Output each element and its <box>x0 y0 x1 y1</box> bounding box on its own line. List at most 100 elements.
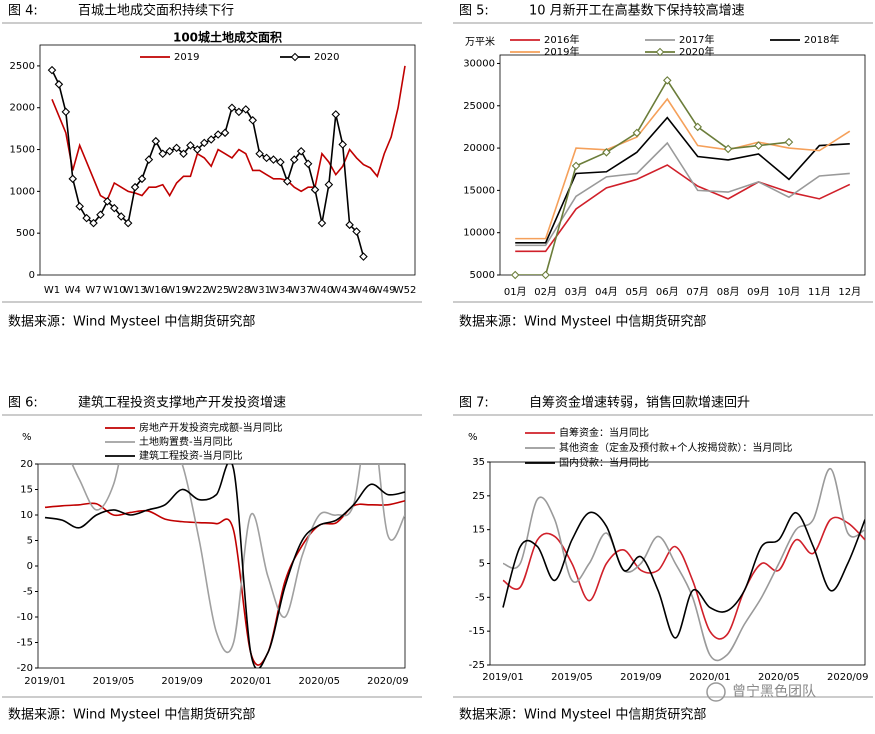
point-marker <box>262 153 271 163</box>
point-marker <box>186 141 195 150</box>
caption: 10 月新开工在高基数下保持较高增速 <box>529 3 745 19</box>
y-tick-label: 10 <box>20 510 33 521</box>
y-tick-label: -25 <box>469 660 485 671</box>
caption: 百城土地成交面积持续下行 <box>78 3 234 19</box>
x-tick-label: W22 <box>186 285 209 296</box>
y-tick-label: 5 <box>27 536 33 547</box>
y-tick-label: 20000 <box>463 143 495 154</box>
point-marker <box>193 145 202 154</box>
y-tick-label: 25 <box>472 491 485 502</box>
x-tick-label: W49 <box>373 285 396 296</box>
x-tick-label: 2019/05 <box>551 672 593 683</box>
y-tick-label: -15 <box>17 638 33 649</box>
series-line <box>502 516 865 640</box>
point-marker <box>255 149 264 159</box>
series-line <box>515 97 851 240</box>
source: 数据来源：Wind Mysteel 中信期货研究部 <box>459 314 706 330</box>
x-tick-label: 2019/01 <box>24 676 66 687</box>
unit-label: % <box>22 432 32 443</box>
x-tick-label: 2019/09 <box>161 676 203 687</box>
x-tick-label: 2020/05 <box>299 676 341 687</box>
point-marker <box>510 270 520 280</box>
x-tick-label: 10月 <box>778 286 801 298</box>
x-tick-label: 02月 <box>534 286 557 298</box>
point-marker <box>324 180 334 189</box>
point-marker <box>248 115 258 125</box>
y-tick-label: -10 <box>17 612 33 623</box>
legend-label: 房地产开发投资完成额-当月同比 <box>139 421 283 434</box>
point-marker <box>227 103 237 113</box>
x-tick-label: W31 <box>248 285 271 296</box>
x-tick-label: 2020/09 <box>827 672 869 683</box>
x-tick-label: W34 <box>269 285 292 296</box>
figure-label: 图 4: <box>8 4 38 19</box>
series-line <box>515 141 850 247</box>
x-tick-label: W19 <box>165 285 188 296</box>
plot-frame <box>37 463 406 669</box>
point-marker <box>89 218 98 228</box>
y-tick-label: 30000 <box>463 58 495 69</box>
point-marker <box>289 155 299 164</box>
point-marker <box>310 185 320 194</box>
point-marker <box>199 138 209 148</box>
source: 数据来源：Wind Mysteel 中信期货研究部 <box>459 707 706 723</box>
point-marker <box>541 270 550 280</box>
y-tick-label: -20 <box>17 663 33 674</box>
point-marker <box>61 107 71 117</box>
point-marker <box>338 140 347 149</box>
series-line <box>51 65 406 201</box>
x-tick-label: W16 <box>145 285 168 296</box>
chart-title: 100城土地成交面积 <box>173 30 282 45</box>
point-marker <box>179 149 188 159</box>
watermark-text: 曾宁黑色团队 <box>732 683 816 700</box>
y-tick-label: 0 <box>29 270 35 281</box>
point-marker <box>602 148 611 157</box>
legend-label: 2019 <box>174 52 199 63</box>
unit-label: % <box>468 432 478 443</box>
series-line <box>515 78 790 275</box>
figure-label: 图 5: <box>459 4 489 19</box>
x-tick-label: 01月 <box>504 286 527 298</box>
legend-label: 国内贷款：当月同比 <box>559 456 649 469</box>
caption: 自筹资金增速转弱，销售回款增速回升 <box>529 395 750 411</box>
point-marker <box>82 213 91 223</box>
point-marker <box>213 130 223 139</box>
point-marker <box>632 128 642 138</box>
point-marker <box>663 76 672 85</box>
legend-label: 其他资金（定金及预付款+个人按揭贷款）：当月同比 <box>559 441 792 454</box>
y-tick-label: 0 <box>27 561 33 572</box>
point-marker <box>68 174 78 184</box>
point-marker <box>116 212 126 221</box>
point-marker <box>220 128 230 138</box>
point-marker <box>723 144 733 154</box>
x-tick-label: 2019/05 <box>93 676 135 687</box>
caption: 建筑工程投资支撑地产开发投资增速 <box>78 395 286 411</box>
point-marker <box>331 110 341 119</box>
y-tick-label: 2500 <box>10 61 35 72</box>
x-tick-label: W37 <box>290 285 313 296</box>
point-marker <box>103 197 112 206</box>
y-tick-label: 5000 <box>470 270 495 281</box>
x-tick-label: 2019/01 <box>482 672 524 683</box>
point-marker <box>317 218 327 228</box>
point-marker <box>123 218 133 228</box>
point-marker <box>283 177 292 186</box>
source: 数据来源：Wind Mysteel 中信期货研究部 <box>8 314 255 330</box>
point-marker <box>784 137 794 147</box>
point-marker <box>110 203 119 213</box>
y-tick-label: 2000 <box>10 103 35 114</box>
point-marker <box>276 157 285 167</box>
y-tick-label: 15 <box>472 525 485 536</box>
series-line <box>502 467 865 662</box>
legend-marker <box>655 47 665 57</box>
y-tick-label: -15 <box>469 626 485 637</box>
point-marker <box>54 80 64 89</box>
point-marker <box>303 159 313 169</box>
x-tick-label: 04月 <box>595 286 618 298</box>
figure-label: 图 7: <box>459 396 489 411</box>
x-tick-label: W43 <box>331 285 354 296</box>
point-marker <box>352 227 361 236</box>
x-tick-label: 03月 <box>565 286 588 298</box>
